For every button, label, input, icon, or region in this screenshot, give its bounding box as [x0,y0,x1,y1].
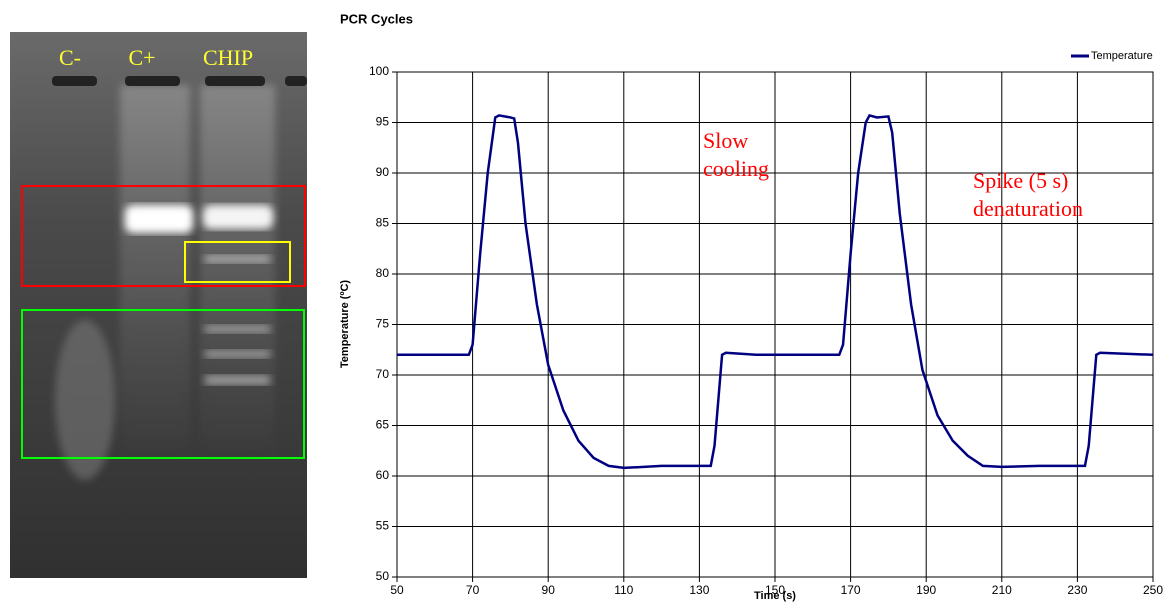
x-tick-label: 210 [992,583,1012,597]
y-tick-label: 95 [376,115,390,129]
x-tick-label: 90 [542,583,556,597]
y-tick-label: 50 [376,569,390,583]
annotation: cooling [703,156,769,181]
annotation: Spike (5 s) [973,168,1068,193]
data-line [397,113,1154,470]
gel-image [10,32,307,578]
y-tick-label: 85 [376,216,390,230]
y-tick-label: 90 [376,165,390,179]
gel-label: C- [59,45,81,70]
gel-label: CHIP [203,45,253,70]
x-tick-label: 50 [390,583,404,597]
y-tick-label: 65 [376,418,390,432]
y-tick-label: 100 [369,64,389,78]
y-tick-label: 80 [376,266,390,280]
x-tick-label: 150 [765,583,785,597]
y-tick-label: 70 [376,367,390,381]
legend-label: Temperature [1091,50,1153,62]
x-tick-label: 230 [1067,583,1087,597]
x-tick-label: 170 [841,583,861,597]
chart-title: PCR Cycles [340,11,413,26]
y-tick-label: 55 [376,519,390,533]
x-tick-label: 110 [614,583,633,597]
y-tick-label: 75 [376,317,390,331]
x-tick-label: 190 [916,583,936,597]
x-axis-label: Time (s) [754,590,796,602]
annotation: Slow [703,128,748,153]
y-tick-label: 60 [376,468,390,482]
annotation: denaturation [973,196,1083,221]
x-tick-label: 250 [1143,583,1163,597]
y-axis-label: Temperature (ºC) [339,280,351,368]
gel-label: C+ [128,45,155,70]
x-tick-label: 70 [466,583,480,597]
x-tick-label: 130 [689,583,709,597]
